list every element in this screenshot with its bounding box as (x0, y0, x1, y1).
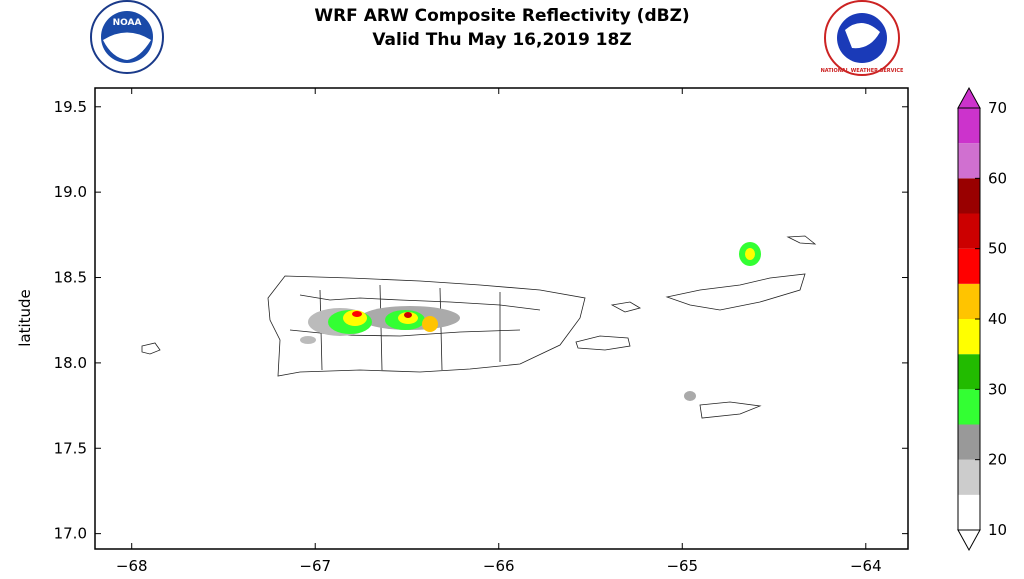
reflectivity (300, 242, 761, 401)
colorbar-segment (958, 283, 980, 319)
y-tick-label: 18.5 (54, 269, 87, 287)
colorbar-extend-low (957, 529, 981, 552)
colorbar-segment (958, 248, 980, 284)
colorbar-tick-label: 50 (988, 240, 1007, 258)
y-tick-label: 18.0 (54, 354, 87, 372)
colorbar-tick-label: 30 (988, 380, 1007, 398)
colorbar-extend-high (957, 86, 981, 109)
y-tick-label: 17.0 (54, 525, 87, 543)
x-tick-label: −66 (483, 557, 515, 575)
colorbar-tick-label: 10 (988, 521, 1007, 539)
x-tick-label: −67 (299, 557, 331, 575)
colorbar-segment (958, 354, 980, 390)
plot-frame (94, 87, 909, 550)
colorbar-segment (958, 389, 980, 425)
colorbar-segment (958, 143, 980, 179)
nws-logo: NATIONAL WEATHER SERVICE (821, 0, 904, 76)
colorbar-segment (958, 424, 980, 460)
x-tick-label: −68 (116, 557, 148, 575)
y-axis-label: latitude (16, 289, 34, 347)
chart-title: WRF ARW Composite Reflectivity (dBZ) (314, 6, 689, 26)
x-tick-label: −64 (850, 557, 882, 575)
colorbar-segment (958, 213, 980, 249)
colorbar-segment (958, 459, 980, 495)
colorbar-segment (958, 178, 980, 214)
colorbar-segment (958, 319, 980, 355)
colorbar-tick-label: 70 (988, 99, 1007, 117)
logo-text: NOAA (113, 18, 142, 28)
chart-subtitle: Valid Thu May 16,2019 18Z (372, 30, 631, 50)
colorbar-segment (958, 108, 980, 144)
colorbar-tick-label: 40 (988, 310, 1007, 328)
colorbar-tick-label: 60 (988, 169, 1007, 187)
map-features (141, 235, 817, 419)
logo-text: NATIONAL WEATHER SERVICE (821, 68, 904, 74)
y-tick-label: 19.5 (54, 98, 87, 116)
colorbar-tick-label: 20 (988, 451, 1007, 469)
y-tick-label: 17.5 (54, 439, 87, 457)
x-tick-label: −65 (666, 557, 698, 575)
y-tick-label: 19.0 (54, 183, 87, 201)
colorbar-segment (958, 494, 980, 530)
noaa-logo: NOAA (90, 0, 164, 74)
